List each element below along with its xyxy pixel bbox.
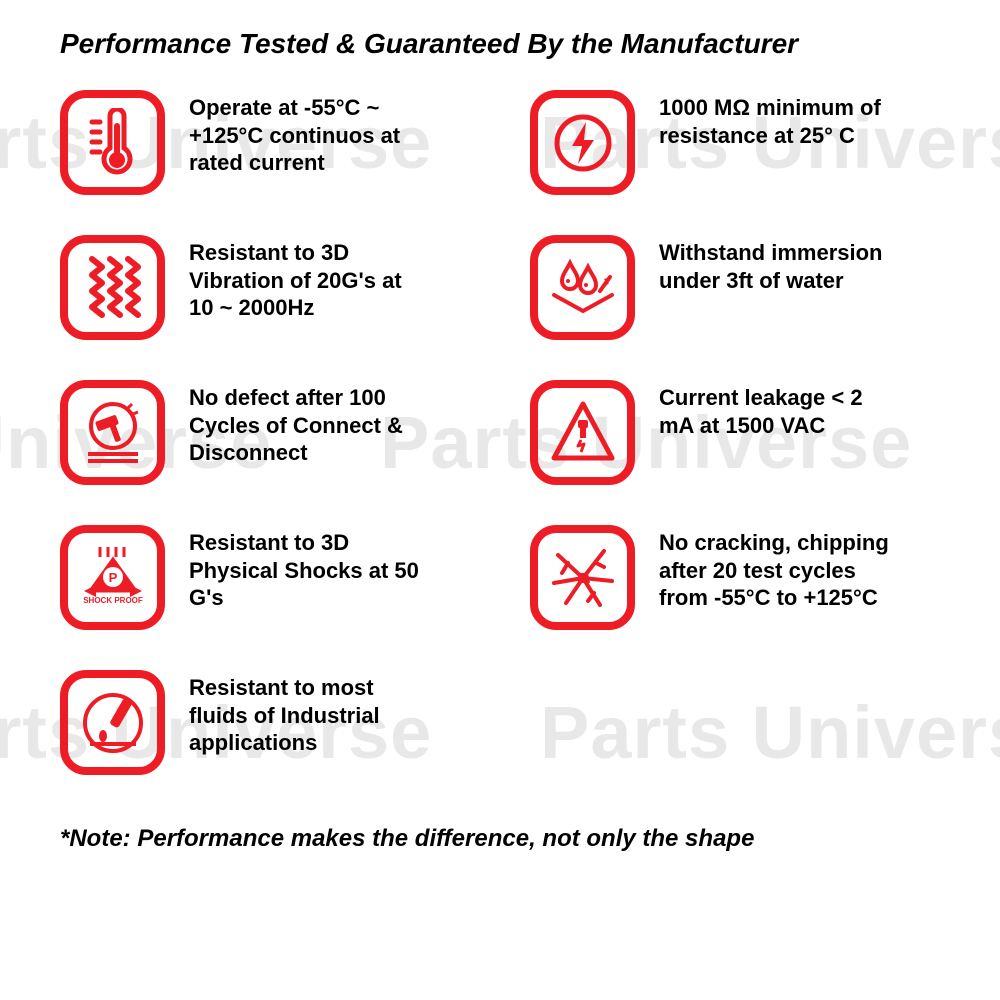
feature-label: 1000 MΩ minimum of resistance at 25° C (659, 90, 889, 149)
leakage-warning-icon (530, 380, 635, 485)
feature-label: Current leakage < 2 mA at 1500 VAC (659, 380, 889, 439)
page-title: Performance Tested & Guaranteed By the M… (60, 28, 940, 60)
footer-note: *Note: Performance makes the difference,… (60, 825, 940, 853)
feature-thermal: No cracking, chipping after 20 test cycl… (530, 525, 940, 630)
crack-icon (530, 525, 635, 630)
feature-label: No cracking, chipping after 20 test cycl… (659, 525, 889, 612)
left-column: Operate at -55°C ~ +125°C continuos at r… (60, 90, 470, 815)
hammer-icon (60, 380, 165, 485)
svg-text:SHOCK PROOF: SHOCK PROOF (83, 596, 143, 605)
thermometer-icon (60, 90, 165, 195)
feature-label: No defect after 100 Cycles of Connect & … (189, 380, 419, 467)
shock-proof-icon: P SHOCK PROOF (60, 525, 165, 630)
svg-text:P: P (108, 570, 117, 585)
vibration-icon (60, 235, 165, 340)
feature-leakage: Current leakage < 2 mA at 1500 VAC (530, 380, 940, 485)
feature-label: Resistant to 3D Physical Shocks at 50 G'… (189, 525, 419, 612)
lightning-icon (530, 90, 635, 195)
feature-label: Resistant to 3D Vibration of 20G's at 10… (189, 235, 419, 322)
fluids-icon (60, 670, 165, 775)
feature-immersion: Withstand immersion under 3ft of water (530, 235, 940, 340)
feature-label: Operate at -55°C ~ +125°C continuos at r… (189, 90, 419, 177)
features-grid: Operate at -55°C ~ +125°C continuos at r… (60, 90, 940, 815)
feature-fluids: Resistant to most fluids of Industrial a… (60, 670, 470, 775)
feature-vibration: Resistant to 3D Vibration of 20G's at 10… (60, 235, 470, 340)
feature-label: Withstand immersion under 3ft of water (659, 235, 889, 294)
feature-label: Resistant to most fluids of Industrial a… (189, 670, 419, 757)
feature-temperature: Operate at -55°C ~ +125°C continuos at r… (60, 90, 470, 195)
right-column: 1000 MΩ minimum of resistance at 25° C (530, 90, 940, 815)
feature-resistance: 1000 MΩ minimum of resistance at 25° C (530, 90, 940, 195)
water-immersion-icon (530, 235, 635, 340)
feature-shock: P SHOCK PROOF Resistant to 3D Physical S… (60, 525, 470, 630)
feature-cycles: No defect after 100 Cycles of Connect & … (60, 380, 470, 485)
